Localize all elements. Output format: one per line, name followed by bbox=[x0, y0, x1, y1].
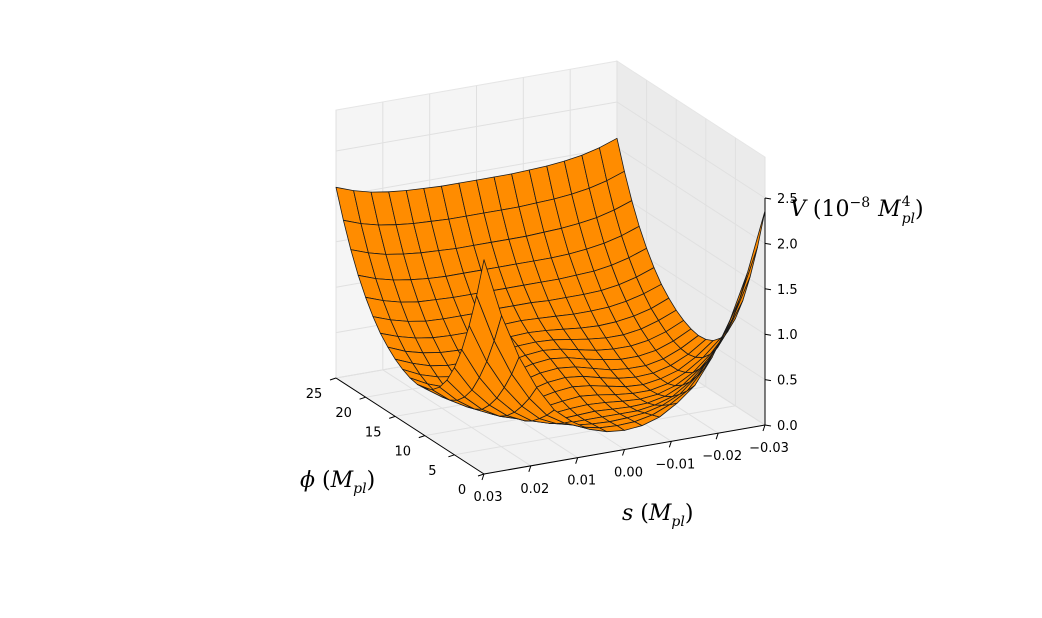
s-tick-label: 0.01 bbox=[567, 474, 596, 489]
potential-surface bbox=[335, 137, 766, 433]
s-tick-mark bbox=[575, 457, 579, 464]
v-tick-label: 2.5 bbox=[777, 192, 798, 207]
x-axis-label: ϕ (Mpl) bbox=[300, 468, 375, 497]
s-tick-mark bbox=[762, 424, 766, 432]
s-tick-label: −0.03 bbox=[749, 441, 789, 456]
phi-tick-mark bbox=[477, 473, 485, 477]
v-gridline bbox=[335, 101, 766, 199]
v-tick-mark bbox=[764, 333, 772, 336]
v-tick-mark bbox=[764, 197, 772, 200]
phi-tick-label: 5 bbox=[428, 464, 436, 479]
surface-facet bbox=[739, 210, 766, 299]
phi-tick-label: 0 bbox=[458, 483, 466, 498]
v-tick-label: 0.5 bbox=[777, 374, 798, 389]
phi-tick-mark bbox=[389, 415, 396, 419]
s-tick-mark bbox=[715, 433, 719, 440]
s-tick-label: 0.00 bbox=[614, 466, 643, 481]
v-tick-mark bbox=[764, 288, 772, 291]
s-tick-mark bbox=[622, 449, 625, 456]
v-tick-label: 1.0 bbox=[777, 328, 798, 343]
phi-axis-line bbox=[335, 377, 485, 475]
s-tick-label: 0.03 bbox=[474, 490, 503, 505]
phi-tick-label: 20 bbox=[335, 406, 352, 421]
s-tick-mark bbox=[481, 473, 485, 481]
s-tick-label: −0.02 bbox=[702, 449, 742, 464]
v-tick-mark bbox=[764, 242, 772, 245]
phi-tick-label: 25 bbox=[306, 387, 323, 402]
v-tick-label: 0.0 bbox=[777, 419, 798, 434]
phi-tick-mark bbox=[329, 377, 337, 381]
s-tick-label: 0.02 bbox=[520, 482, 549, 497]
s-tick-mark bbox=[528, 465, 532, 472]
phi-tick-mark bbox=[418, 435, 425, 439]
phi-tick-label: 15 bbox=[365, 425, 382, 440]
v-tick-label: 1.5 bbox=[777, 283, 798, 298]
y-axis-label: s (Mpl) bbox=[622, 501, 693, 530]
phi-tick-mark bbox=[359, 396, 366, 400]
z-axis-label: V (10−8 M4 pl) bbox=[790, 194, 924, 227]
v-tick-label: 2.0 bbox=[777, 237, 798, 252]
tick-labels: 0 5 10 15 20 25 0.03 0.02 0.01 0.00 −0.01 −0.02 −0.0… bbox=[306, 192, 798, 505]
v-tick-mark bbox=[764, 379, 772, 382]
s-tick-label: −0.01 bbox=[655, 457, 695, 472]
v-tick-mark bbox=[764, 424, 772, 427]
s-tick-mark bbox=[668, 441, 672, 448]
phi-tick-label: 10 bbox=[395, 445, 412, 460]
phi-tick-mark bbox=[448, 454, 455, 458]
